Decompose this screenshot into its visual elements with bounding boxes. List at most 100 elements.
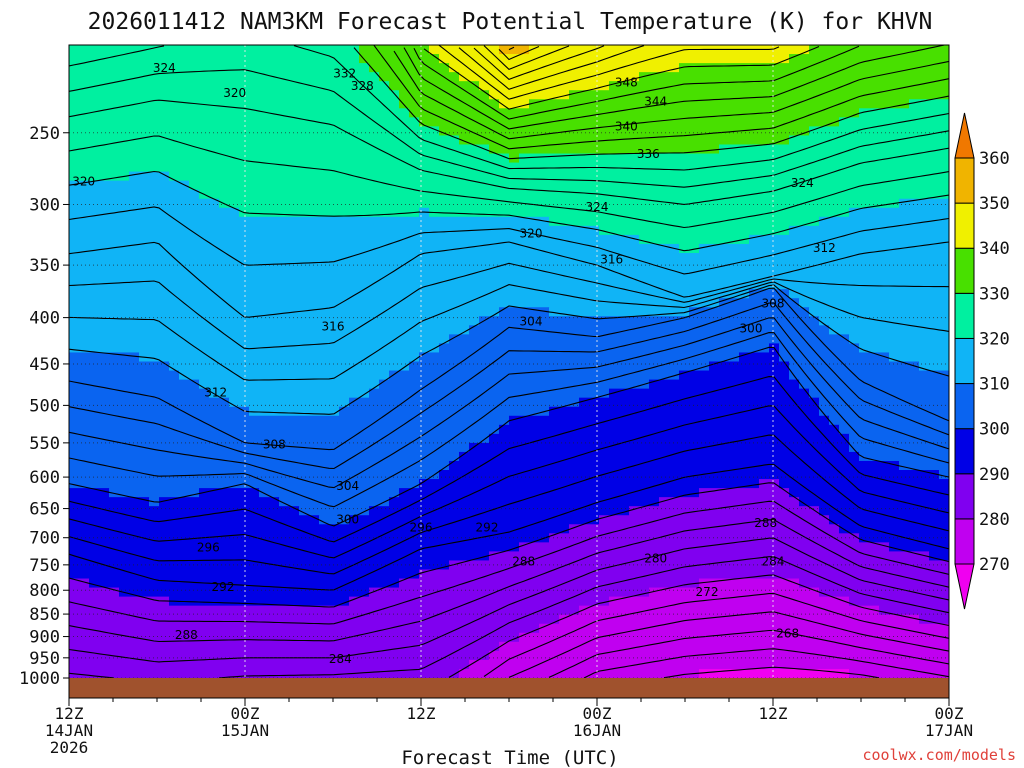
contour-line-298 [69,376,949,543]
contour-line-334 [393,50,949,140]
theta-band-cell [699,668,850,679]
theta-band-cell [489,551,930,562]
x-tick-label: 00Z [231,704,260,723]
contour-label: 308 [263,437,286,451]
theta-band-cell [489,433,850,444]
contour-line-308 [69,287,949,451]
theta-band-cell [339,406,550,417]
colorbar-label: 270 [979,555,1010,575]
contour-label: 272 [696,585,719,599]
theta-band-cell [799,497,949,507]
theta-band-cell [69,379,200,390]
theta-band-cell [659,497,800,507]
y-tick-label: 650 [29,500,60,520]
colorbar-label: 320 [979,329,1010,349]
contour-label: 324 [153,61,176,75]
contour-line-296 [69,405,949,559]
contour-label: 320 [223,86,246,100]
theta-band-cell [779,479,949,489]
theta-band-cell [69,497,150,507]
theta-band-cell [199,379,380,390]
theta-band-cell [189,180,949,191]
theta-band-cell [599,515,830,525]
theta-band-cell [69,587,120,598]
colorbar-segment [954,202,975,249]
theta-band-cell [69,560,450,571]
theta-band-cell [69,569,420,580]
colorbar-segment [954,383,975,430]
theta-band-cell [409,108,860,118]
colorbar-label: 280 [979,510,1010,530]
theta-band-cell [699,578,800,589]
theta-band-cell [69,298,720,308]
theta-band-cell [819,216,949,227]
contour-label: 292 [212,580,235,594]
contour-line-318 [69,206,949,275]
theta-band-cell [699,243,949,254]
y-axis: 250 300 350 400 450 500 550 600 650 700 750 800 850 9… [19,124,69,689]
theta-band-cell [69,442,470,453]
theta-band-cell [449,63,680,73]
theta-band-cell [69,262,949,272]
theta-band-cell [829,415,949,426]
theta-band-cell [349,596,610,607]
contour-line-312 [69,281,949,381]
theta-band-cell [319,515,350,525]
theta-band-cell [359,45,430,55]
contour-line-322 [69,135,949,229]
theta-band-cell [849,334,949,345]
contour-line-340 [423,45,820,110]
theta-band-cell [899,460,949,471]
contour-line-294 [69,434,949,575]
theta-band-cell [879,605,949,616]
contour-line-352 [508,46,515,51]
credit-link[interactable]: coolwx.com/models [862,746,1016,764]
theta-band-cell [539,623,949,634]
theta-band-cell [829,325,949,335]
theta-band-cell [69,180,190,191]
theta-band-cell [469,442,850,453]
theta-band-cell [419,479,760,489]
theta-band-cell [69,81,390,91]
theta-band-cell [439,54,790,64]
theta-band-cell [479,316,820,326]
theta-band-cell [389,497,660,507]
contour-label: 316 [600,252,623,266]
theta-band-cell [159,497,280,507]
x-tick-label: 00Z [583,704,612,723]
contour-lines [69,45,949,679]
theta-band-cell [349,515,600,525]
y-tick-label: 750 [29,556,60,576]
contour-line-286 [69,519,949,643]
theta-band-cell [789,289,949,299]
theta-band-cell [69,135,460,146]
theta-band-cell [399,99,500,109]
theta-band-cell [819,406,949,417]
contour-line-328 [69,45,949,171]
theta-band-cell [859,451,949,462]
theta-band-cell [499,45,530,55]
theta-band-cell [849,596,949,607]
theta-band-cell [549,406,820,417]
theta-band-cell [819,587,949,598]
theta-band-cell [919,614,949,625]
theta-band-cell [489,650,949,661]
theta-band-cell [379,72,460,82]
theta-band-cell [519,153,949,164]
theta-band-cell [609,596,850,607]
x-tick-label: 12Z [759,704,788,723]
theta-band-cell [199,189,949,200]
contour-line-290 [69,482,949,608]
theta-band-cell [69,424,500,435]
contour-label: 288 [175,628,198,642]
x-tick-label: 12Z [407,704,436,723]
theta-band-cell [399,578,700,589]
contour-label: 288 [512,555,535,569]
theta-band-cell [759,479,780,489]
theta-band-cell [859,343,949,354]
theta-band-cell [229,397,350,408]
theta-band-cell [499,99,530,109]
x-tick-label: 16JAN [573,721,621,740]
theta-band-cell [69,63,370,73]
